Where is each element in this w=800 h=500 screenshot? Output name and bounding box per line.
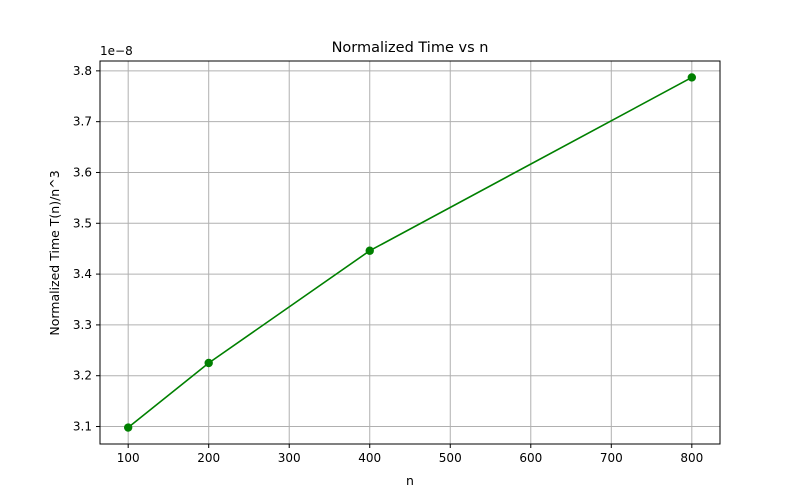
x-tick-label: 800 xyxy=(680,451,703,465)
x-tick-label: 600 xyxy=(519,451,542,465)
y-tick-label: 3.7 xyxy=(73,115,92,129)
x-axis-label: n xyxy=(406,473,414,488)
data-point xyxy=(204,358,213,368)
y-axis-label: Normalized Time T(n)/n^3 xyxy=(47,170,62,335)
grid-lines xyxy=(100,61,720,444)
y-tick-label: 3.2 xyxy=(73,369,92,383)
y-tick-label: 3.5 xyxy=(73,216,92,230)
data-point xyxy=(123,423,133,432)
data-point xyxy=(365,246,374,255)
data-point xyxy=(687,73,697,82)
x-tick-label: 500 xyxy=(439,451,462,465)
y-tick-label: 3.8 xyxy=(73,64,92,78)
x-tick-label: 100 xyxy=(117,451,140,465)
x-tick-label: 700 xyxy=(600,451,623,465)
y-tick-label: 3.1 xyxy=(73,420,92,434)
chart-title: Normalized Time vs n xyxy=(332,40,489,56)
y-tick-label: 3.3 xyxy=(73,318,92,332)
y-tick-label: 3.6 xyxy=(73,165,92,179)
plot-frame xyxy=(99,60,721,445)
x-tick-label: 400 xyxy=(358,451,381,465)
x-tick-label: 200 xyxy=(197,451,220,465)
series-layer xyxy=(123,73,697,432)
y-axis-offset-label: 1e−8 xyxy=(100,44,133,58)
tick-layer: 100 200 300 400 500 600 700 800 3.1 3.2 3.3 3.4 3.5 3… xyxy=(73,64,703,465)
y-tick-label: 3.4 xyxy=(73,267,92,281)
series-line xyxy=(127,76,693,429)
x-tick-label: 300 xyxy=(278,451,301,465)
